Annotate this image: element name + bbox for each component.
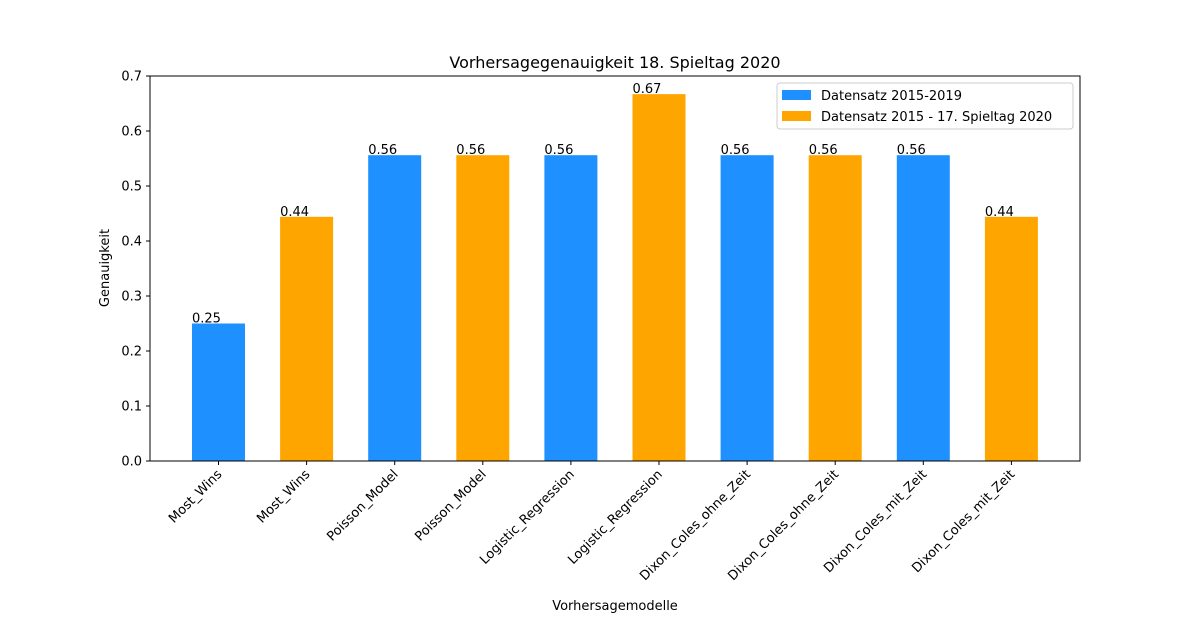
bar [632, 94, 686, 462]
x-tick-label: Logistic_Regression [477, 467, 577, 567]
bars-group [192, 94, 1038, 462]
x-axis-label: Vorhersagemodelle [552, 599, 678, 614]
y-axis-label: Genauigkeit [98, 229, 113, 307]
bar [192, 323, 245, 461]
bar-value-label: 0.56 [809, 143, 838, 158]
legend-label-series-1: Datensatz 2015-2019 [821, 89, 962, 104]
x-tick-label: Most_Wins [254, 467, 313, 526]
y-tick-label: 0.0 [121, 455, 142, 470]
y-tick-label: 0.6 [121, 125, 142, 140]
bar-value-label: 0.67 [633, 82, 662, 97]
y-tick-label: 0.5 [121, 180, 142, 195]
bar-value-label: 0.44 [280, 205, 309, 220]
bar-value-label: 0.25 [192, 312, 221, 327]
bar [280, 216, 334, 461]
legend-swatch-series-1 [782, 90, 811, 100]
y-tick-label: 0.3 [121, 290, 142, 305]
bar [456, 155, 510, 461]
bar-value-label: 0.56 [368, 143, 397, 158]
x-tick-label: Poisson_Model [324, 467, 401, 544]
bar [984, 216, 1038, 461]
x-axis: Most_Wins Most_Wins Poisson_Model Poisson_M… [166, 461, 1018, 584]
x-tick-label: Logistic_Regression [565, 467, 665, 567]
bar-value-label: 0.56 [897, 143, 926, 158]
bar-value-label: 0.56 [456, 143, 485, 158]
legend-swatch-series-2 [782, 111, 811, 121]
y-tick-label: 0.7 [121, 70, 142, 85]
x-tick-label: Dixon_Coles_mit_Zeit [909, 467, 1018, 576]
x-tick-label: Poisson_Model [412, 467, 489, 544]
plot-area-frame [149, 75, 1081, 462]
legend: Datensatz 2015-2019 Datensatz 2015 - 17.… [776, 82, 1074, 130]
y-tick-label: 0.2 [121, 345, 142, 360]
chart-title: Vorhersagegenauigkeit 18. Spieltag 2020 [449, 53, 780, 72]
y-tick-label: 0.4 [121, 235, 142, 250]
bar-value-label: 0.56 [721, 143, 750, 158]
bar-value-label: 0.56 [544, 143, 573, 158]
bar-value-label: 0.44 [985, 205, 1014, 220]
value-labels-group: 0.25 0.44 0.56 0.56 0.56 0.67 0.56 0.56 0.56 0.44 [192, 82, 1014, 326]
bar [720, 155, 774, 461]
bar [808, 155, 862, 461]
y-axis: 0.0 0.1 0.2 0.3 0.4 0.5 0.6 0.7 [121, 70, 150, 470]
bar [544, 155, 598, 461]
bar [368, 155, 422, 461]
legend-frame [776, 82, 1074, 130]
legend-label-series-2: Datensatz 2015 - 17. Spieltag 2020 [821, 110, 1052, 125]
x-tick-label: Most_Wins [166, 467, 225, 526]
bar [896, 155, 950, 461]
y-tick-label: 0.1 [121, 400, 142, 415]
